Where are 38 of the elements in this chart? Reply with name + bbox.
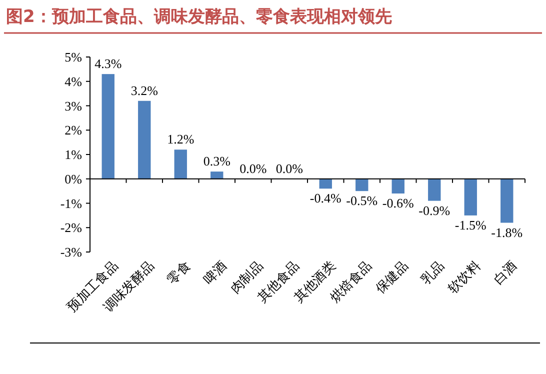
data-label: -1.5% — [454, 217, 486, 232]
data-label: 4.3% — [94, 56, 122, 72]
bar — [138, 100, 151, 179]
data-label: 0.0% — [240, 160, 267, 176]
bar — [428, 178, 441, 201]
data-label: -1.8% — [491, 224, 523, 240]
x-tick-label: 零食 — [164, 258, 194, 288]
x-tick-label: 白酒 — [491, 258, 520, 288]
y-tick-label: -3% — [60, 244, 82, 260]
data-label: 3.2% — [130, 82, 158, 98]
bar — [500, 178, 514, 223]
bar — [102, 74, 114, 179]
data-label: -0.4% — [310, 190, 342, 206]
data-label: -0.6% — [382, 196, 414, 210]
y-tick-label: 1% — [64, 147, 82, 162]
bar — [392, 178, 404, 194]
y-tick-label: 2% — [64, 122, 82, 138]
bar — [210, 172, 224, 179]
data-label: -0.9% — [418, 202, 450, 218]
x-tick-label: 啤酒 — [201, 258, 230, 288]
bar — [464, 178, 477, 216]
y-tick-label: -2% — [60, 220, 82, 236]
bar — [319, 178, 332, 189]
data-label: 0.3% — [203, 154, 231, 169]
data-label: 0.0% — [276, 160, 304, 176]
y-tick-label: 5% — [64, 50, 82, 65]
y-tick-label: -1% — [60, 196, 82, 211]
bar — [356, 178, 368, 192]
x-tick-label: 软饮料 — [446, 258, 484, 297]
chart-title: 图2：预加工食品、调味发酵品、零食表现相对领先 — [6, 7, 392, 27]
data-label: 1.2% — [167, 132, 194, 147]
data-label: -0.5% — [346, 193, 378, 208]
y-tick-label: 4% — [64, 74, 82, 89]
y-tick-label: 3% — [64, 98, 82, 114]
x-tick-label: 保健品 — [373, 258, 412, 297]
bar — [174, 150, 187, 179]
y-tick-label: 0% — [64, 171, 82, 186]
x-tick-label: 乳品 — [418, 258, 448, 288]
